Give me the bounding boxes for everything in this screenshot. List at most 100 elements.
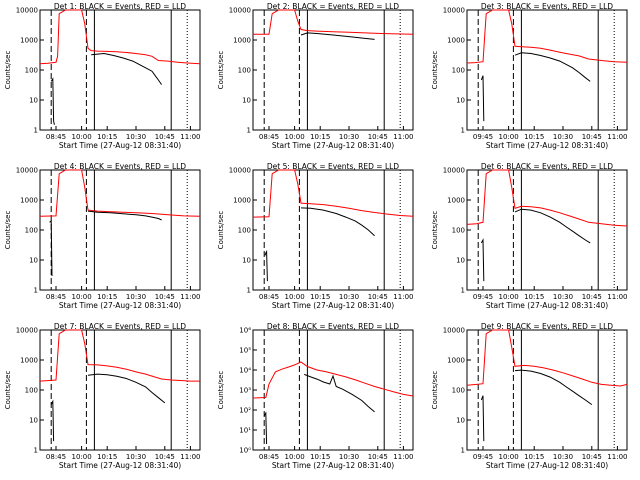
chart-panel-1: Det 1: BLACK = Events, RED = LLD 1 10 100 10… bbox=[4, 2, 201, 150]
chart-title: Det 9: BLACK = Events, RED = LLD bbox=[481, 322, 613, 331]
x-tick-label: 10:15 bbox=[97, 453, 117, 461]
y-tick-label: 100 bbox=[238, 67, 251, 75]
y-tick-label: 10000 bbox=[229, 167, 251, 175]
black-events-line bbox=[91, 52, 163, 85]
y-tick-label: 10000 bbox=[16, 167, 38, 175]
x-tick-label: 11:00 bbox=[393, 453, 413, 461]
x-tick-label: 08:45 bbox=[259, 453, 279, 461]
y-axis-label: Counts/sec bbox=[431, 51, 439, 90]
x-tick-label: 10:45 bbox=[155, 293, 175, 301]
x-tick-label: 10:00 bbox=[285, 293, 305, 301]
y-tick-label: 10⁶ bbox=[239, 327, 251, 335]
x-tick-label: 10:30 bbox=[126, 293, 146, 301]
x-tick-label: 08:45 bbox=[259, 133, 279, 141]
x-tick-label: 10:30 bbox=[339, 453, 359, 461]
x-tick-label: 10:45 bbox=[582, 453, 602, 461]
chart-title: Det 3: BLACK = Events, RED = LLD bbox=[481, 2, 613, 11]
x-tick-label: 10:15 bbox=[97, 133, 117, 141]
x-tick-label: 09:45 bbox=[473, 133, 493, 141]
x-tick-label: 10:15 bbox=[310, 453, 330, 461]
x-tick-label: 10:00 bbox=[285, 133, 305, 141]
x-axis-label: Start Time (27-Aug-12 08:31:40) bbox=[486, 301, 608, 310]
black-events-line bbox=[87, 210, 162, 221]
y-tick-label: 1 bbox=[247, 127, 251, 135]
x-tick-label: 10:45 bbox=[155, 453, 175, 461]
x-axis-label: Start Time (27-Aug-12 08:31:40) bbox=[59, 461, 181, 470]
x-tick-label: 10:30 bbox=[126, 453, 146, 461]
x-tick-label: 08:45 bbox=[46, 453, 66, 461]
x-tick-label: 10:00 bbox=[72, 133, 92, 141]
red-lld-line bbox=[466, 329, 628, 387]
x-tick-label: 10:00 bbox=[72, 293, 92, 301]
y-tick-label: 1 bbox=[34, 127, 38, 135]
plot-frame bbox=[466, 9, 628, 131]
chart-panel-9: Det 9: BLACK = Events, RED = LLD 1 10 100 10… bbox=[431, 322, 628, 470]
red-lld-line bbox=[253, 9, 414, 35]
x-tick-label: 10:30 bbox=[339, 133, 359, 141]
y-axis-label: Counts/sec bbox=[217, 51, 225, 90]
x-tick-label: 10:45 bbox=[582, 293, 602, 301]
chart-title: Det 1: BLACK = Events, RED = LLD bbox=[54, 2, 186, 11]
x-tick-label: 10:15 bbox=[310, 293, 330, 301]
y-tick-label: 10000 bbox=[16, 327, 38, 335]
chart-panel-6: Det 6: BLACK = Events, RED = LLD 1 10 100 10… bbox=[431, 162, 628, 310]
plot-frame bbox=[466, 329, 628, 451]
y-tick-label: 1000 bbox=[233, 37, 251, 45]
x-tick-label: 09:45 bbox=[473, 453, 493, 461]
black-events-line bbox=[480, 395, 485, 442]
y-tick-label: 10 bbox=[29, 417, 38, 425]
y-tick-label: 10000 bbox=[229, 7, 251, 15]
x-tick-label: 08:45 bbox=[259, 293, 279, 301]
y-tick-label: 100 bbox=[452, 227, 465, 235]
plot-frame bbox=[39, 329, 201, 451]
y-tick-label: 10³ bbox=[239, 387, 251, 395]
y-tick-label: 10000 bbox=[443, 327, 465, 335]
y-tick-label: 1000 bbox=[447, 357, 465, 365]
x-tick-label: 10:15 bbox=[97, 293, 117, 301]
x-tick-label: 11:00 bbox=[607, 133, 627, 141]
plot-frame bbox=[466, 169, 628, 291]
x-tick-label: 10:30 bbox=[553, 133, 573, 141]
y-tick-label: 10000 bbox=[443, 7, 465, 15]
x-tick-label: 10:15 bbox=[310, 133, 330, 141]
y-tick-label: 10 bbox=[456, 97, 465, 105]
black-events-line bbox=[50, 77, 55, 125]
x-tick-label: 10:00 bbox=[499, 453, 519, 461]
x-tick-label: 11:00 bbox=[393, 293, 413, 301]
x-tick-label: 10:30 bbox=[339, 293, 359, 301]
black-events-line bbox=[514, 208, 591, 244]
x-tick-label: 11:00 bbox=[180, 453, 200, 461]
plot-frame bbox=[39, 169, 201, 291]
y-tick-label: 100 bbox=[25, 67, 38, 75]
x-tick-label: 11:00 bbox=[607, 293, 627, 301]
x-tick-label: 10:30 bbox=[126, 133, 146, 141]
black-events-line bbox=[50, 399, 55, 442]
chart-title: Det 7: BLACK = Events, RED = LLD bbox=[54, 322, 186, 331]
y-tick-label: 100 bbox=[452, 67, 465, 75]
y-tick-label: 10 bbox=[456, 417, 465, 425]
y-axis-label: Counts/sec bbox=[217, 211, 225, 250]
y-tick-label: 100 bbox=[452, 387, 465, 395]
y-tick-label: 10¹ bbox=[239, 427, 251, 435]
chart-title: Det 5: BLACK = Events, RED = LLD bbox=[267, 162, 399, 171]
x-tick-label: 10:30 bbox=[553, 453, 573, 461]
x-axis-label: Start Time (27-Aug-12 08:31:40) bbox=[486, 461, 608, 470]
black-events-line bbox=[264, 249, 268, 282]
black-events-line bbox=[514, 52, 591, 82]
red-lld-line bbox=[252, 169, 414, 218]
x-axis-label: Start Time (27-Aug-12 08:31:40) bbox=[272, 141, 394, 150]
x-tick-label: 10:45 bbox=[155, 133, 175, 141]
y-tick-label: 10 bbox=[456, 257, 465, 265]
y-tick-label: 1 bbox=[461, 127, 465, 135]
y-tick-label: 10 bbox=[242, 257, 251, 265]
chart-title: Det 2: BLACK = Events, RED = LLD bbox=[267, 2, 399, 11]
x-axis-label: Start Time (27-Aug-12 08:31:40) bbox=[59, 301, 181, 310]
y-axis-label: Counts/sec bbox=[431, 371, 439, 410]
y-axis-label: Counts/sec bbox=[217, 371, 225, 410]
black-events-line bbox=[49, 220, 53, 277]
y-tick-label: 10000 bbox=[16, 7, 38, 15]
black-events-line bbox=[87, 373, 166, 404]
black-events-line bbox=[300, 207, 375, 237]
x-tick-label: 10:00 bbox=[72, 453, 92, 461]
